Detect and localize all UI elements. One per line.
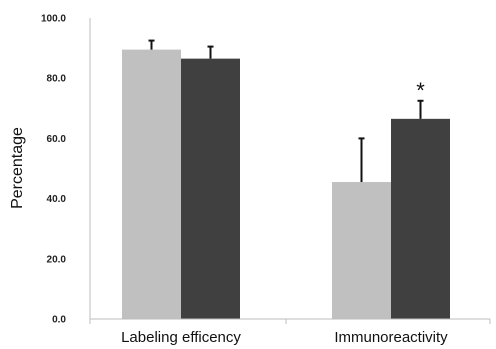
y-tick-labels: 0.0 20.0 40.0 60.0 80.0 100.0 (41, 14, 66, 326)
bar (122, 49, 181, 319)
error-bars (148, 39, 424, 183)
bar (181, 58, 240, 319)
bar (332, 182, 391, 319)
y-tick-label: 0.0 (52, 315, 66, 326)
significance-marker: * (416, 78, 425, 103)
y-tick-label: 20.0 (47, 254, 67, 265)
y-tick-label: 40.0 (47, 194, 67, 205)
annotations: * (416, 78, 425, 103)
bars (122, 49, 450, 320)
y-tick-label: 60.0 (47, 134, 67, 145)
category-label: Labeling efficency (121, 329, 241, 346)
bar (391, 118, 450, 320)
category-label: Immunoreactivity (334, 329, 448, 346)
x-axis-ticks (89, 319, 491, 324)
category-labels: Labeling efficency Immunoreactivity (121, 329, 448, 346)
y-tick-label: 100.0 (41, 14, 66, 25)
y-axis-title: Percentage (9, 127, 26, 209)
y-tick-label: 80.0 (47, 74, 67, 85)
